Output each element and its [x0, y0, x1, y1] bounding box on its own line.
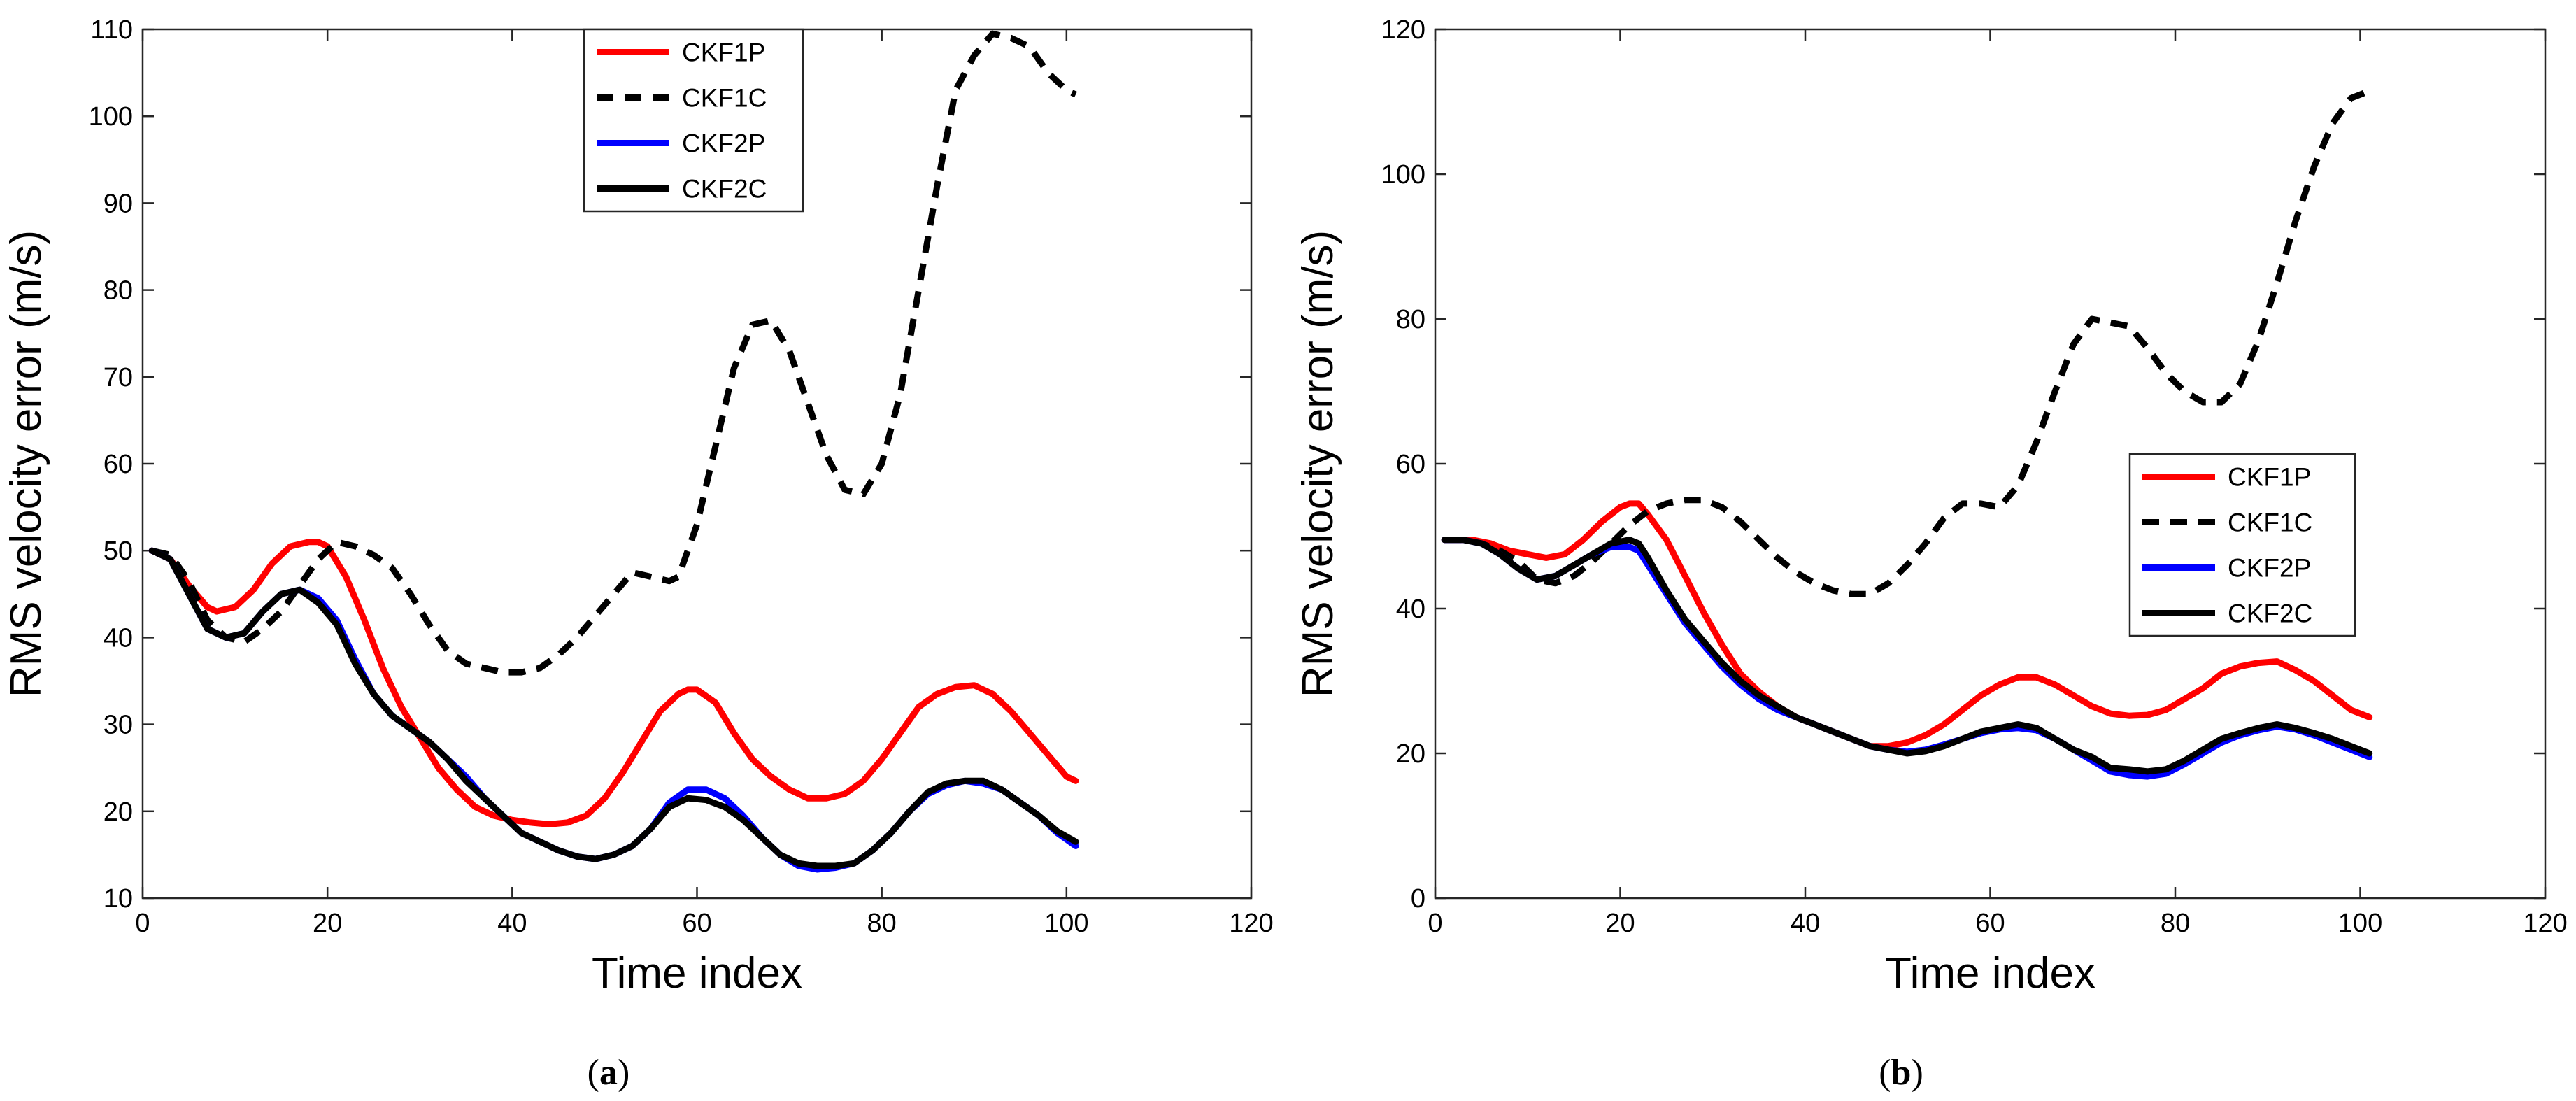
y-tick-label: 20	[1396, 739, 1425, 769]
legend-label-ckf2c: CKF2C	[2228, 599, 2312, 628]
y-tick-label: 90	[104, 189, 133, 218]
x-tick-label: 20	[313, 909, 342, 938]
x-tick-label: 40	[497, 909, 527, 938]
series-line-ckf2c	[1441, 537, 2373, 775]
legend: CKF1P CKF1C CKF2P CKF2C	[583, 28, 804, 213]
x-tick-label: 80	[867, 909, 897, 938]
x-tick-label: 120	[2523, 909, 2567, 938]
y-tick-label: 40	[104, 623, 133, 653]
series-line-ckf2c	[148, 547, 1079, 869]
y-axis-label: RMS velocity error (m/s)	[2, 230, 50, 697]
panel-label-close: )	[618, 1053, 629, 1093]
series-line-ckf1c	[151, 30, 1077, 676]
legend-label-ckf2p: CKF2P	[682, 129, 765, 158]
y-tick-label: 110	[90, 15, 133, 45]
legend-box	[583, 28, 804, 213]
panel-a: 0 20 40 60 80 100 120 10 20 30 40 50 60 70 80 90 100 110 T…	[2, 15, 1274, 1093]
x-tick-label: 40	[1791, 909, 1820, 938]
series-line-ckf1c	[1444, 87, 2371, 597]
y-tick-label: 120	[1381, 15, 1425, 45]
x-tick-label: 60	[1975, 909, 2005, 938]
y-tick-label: 80	[1396, 305, 1425, 334]
legend-label-ckf1c: CKF1C	[2228, 509, 2312, 537]
y-tick-label: 30	[104, 711, 133, 740]
y-tick-label: 0	[1411, 884, 1425, 914]
series-line-ckf1p	[1441, 500, 2373, 750]
y-tick-label: 50	[104, 537, 133, 566]
x-tick-label: 100	[1044, 909, 1088, 938]
y-tick-label: 100	[89, 102, 133, 132]
x-tick-label: 80	[2161, 909, 2190, 938]
legend-label-ckf2c: CKF2C	[682, 175, 767, 204]
legend-label-ckf1c: CKF1C	[682, 84, 767, 113]
y-tick-label: 70	[104, 363, 133, 392]
x-tick-label: 100	[2338, 909, 2382, 938]
legend-label-ckf1p: CKF1P	[682, 38, 765, 67]
x-tick-label: 0	[1428, 909, 1442, 938]
panel-label-letter: b	[1891, 1053, 1912, 1093]
y-tick-label: 100	[1381, 160, 1425, 190]
panel-label-letter: a	[599, 1053, 618, 1093]
y-tick-label: 10	[104, 884, 133, 914]
y-tick-label: 80	[104, 276, 133, 306]
legend-label-ckf1p: CKF1P	[2228, 463, 2311, 492]
x-axis-label: Time index	[592, 949, 802, 997]
legend: CKF1P CKF1C CKF2P CKF2C	[2128, 453, 2356, 637]
y-axis-label: RMS velocity error (m/s)	[1294, 230, 1342, 697]
panel-label-close: )	[1911, 1053, 1923, 1093]
y-tick-label: 40	[1396, 595, 1425, 624]
plot-area-frame	[1434, 28, 2547, 900]
panel-label: (b)	[1879, 1053, 1923, 1093]
y-tick-label: 20	[104, 797, 133, 827]
panel-label-open: (	[1879, 1053, 1891, 1093]
panel-label: (a)	[588, 1053, 630, 1093]
series-line-ckf1p	[148, 539, 1079, 827]
x-tick-label: 20	[1605, 909, 1635, 938]
y-tick-label: 60	[1396, 450, 1425, 479]
y-tick-label: 60	[104, 450, 133, 479]
x-tick-label: 60	[682, 909, 711, 938]
panel-b: 0 20 40 60 80 100 120 0 20 40 60 80 100 120 Time index…	[1294, 15, 2568, 1093]
legend-box	[2128, 453, 2356, 637]
legend-label-ckf2p: CKF2P	[2228, 554, 2311, 583]
panel-label-open: (	[588, 1053, 599, 1093]
x-tick-label: 120	[1229, 909, 1273, 938]
x-tick-label: 0	[135, 909, 150, 938]
x-axis-label: Time index	[1885, 949, 2095, 997]
